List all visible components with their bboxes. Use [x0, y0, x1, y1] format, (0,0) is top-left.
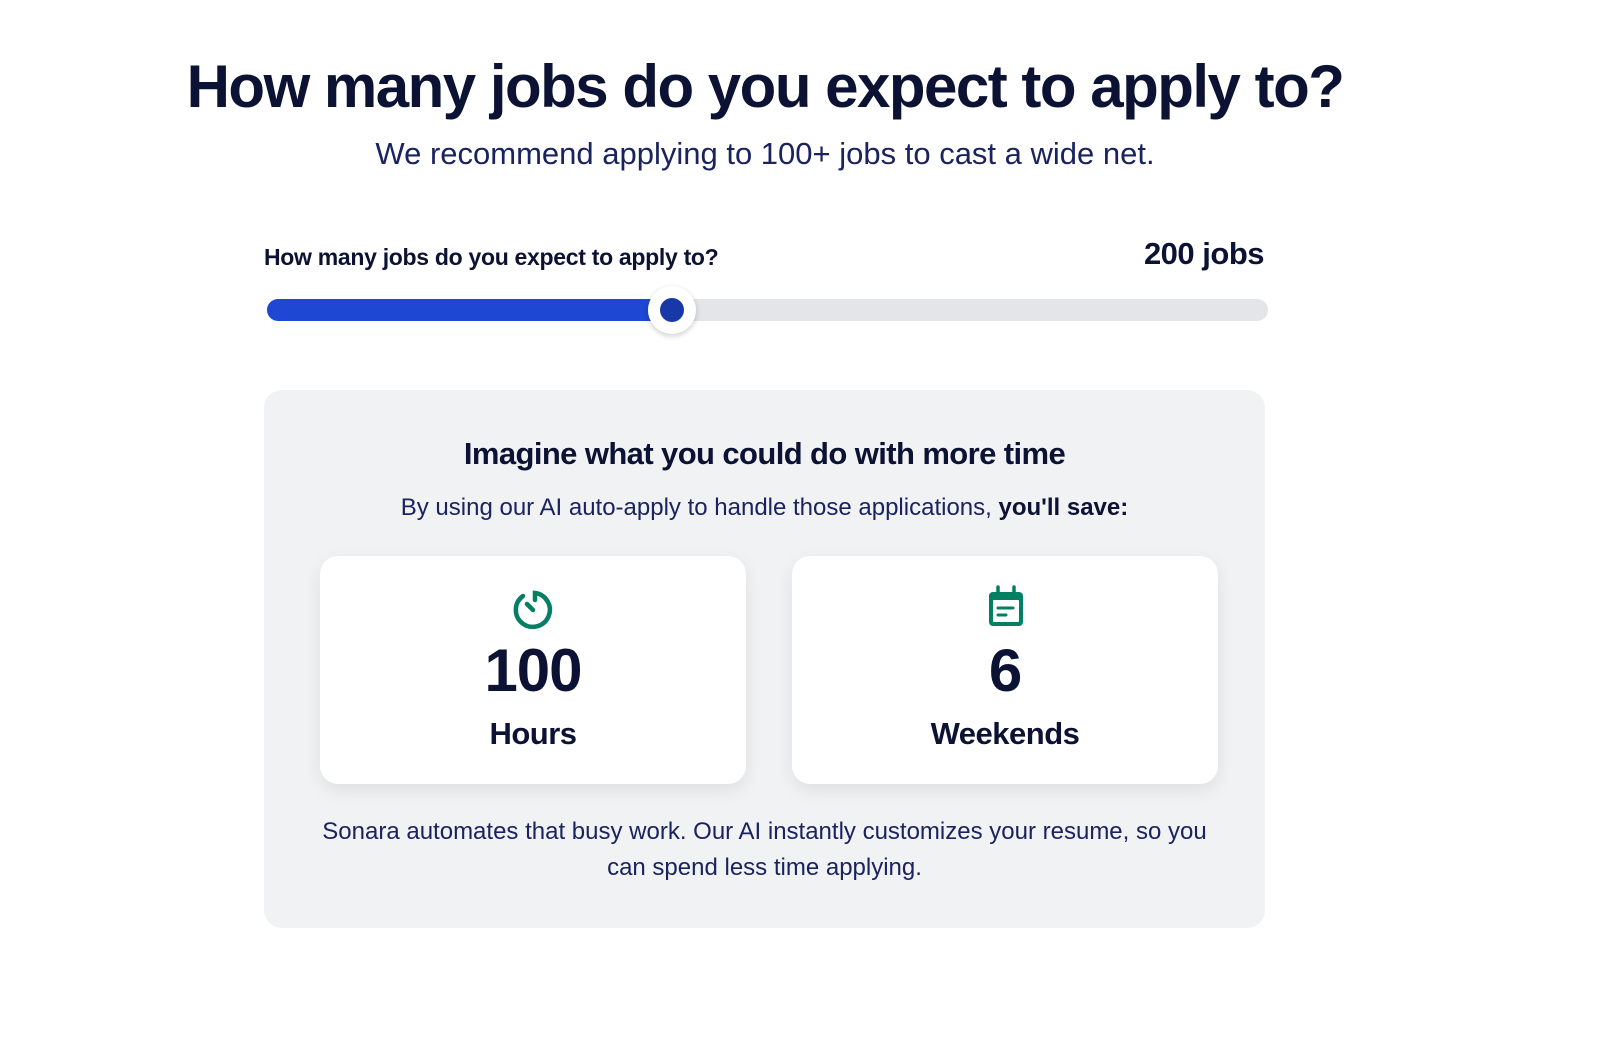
slider-thumb-dot — [660, 298, 685, 322]
page-subtitle: We recommend applying to 100+ jobs to ca… — [375, 136, 1155, 171]
calendar-icon — [989, 585, 1023, 626]
weekends-unit: Weekends — [930, 716, 1080, 751]
savings-panel: Imagine what you could do with more time… — [264, 390, 1265, 928]
weekends-card: 6 Weekends — [792, 556, 1218, 784]
jobs-slider[interactable] — [267, 286, 1268, 334]
slider-thumb[interactable] — [648, 286, 697, 334]
slider-fill — [267, 299, 673, 321]
hours-value: 100 — [484, 637, 582, 704]
savings-title: Imagine what you could do with more time — [463, 436, 1066, 471]
weekends-value: 6 — [988, 637, 1022, 704]
page-title: How many jobs do you expect to apply to? — [186, 53, 1345, 120]
savings-footer: Sonara automates that busy work. Our AI … — [322, 818, 1207, 881]
savings-subtitle-bold: you'll save: — [998, 494, 1129, 521]
savings-subtitle-text: By using our AI auto-apply to handle tho… — [400, 494, 999, 521]
slider-label: How many jobs do you expect to apply to? — [264, 244, 719, 270]
hours-card: 100 Hours — [320, 556, 746, 784]
slider-value: 200 jobs — [1143, 236, 1265, 271]
timer-icon — [513, 590, 553, 630]
hours-unit: Hours — [489, 716, 577, 751]
savings-subtitle: By using our AI auto-apply to handle tho… — [264, 494, 1265, 522]
